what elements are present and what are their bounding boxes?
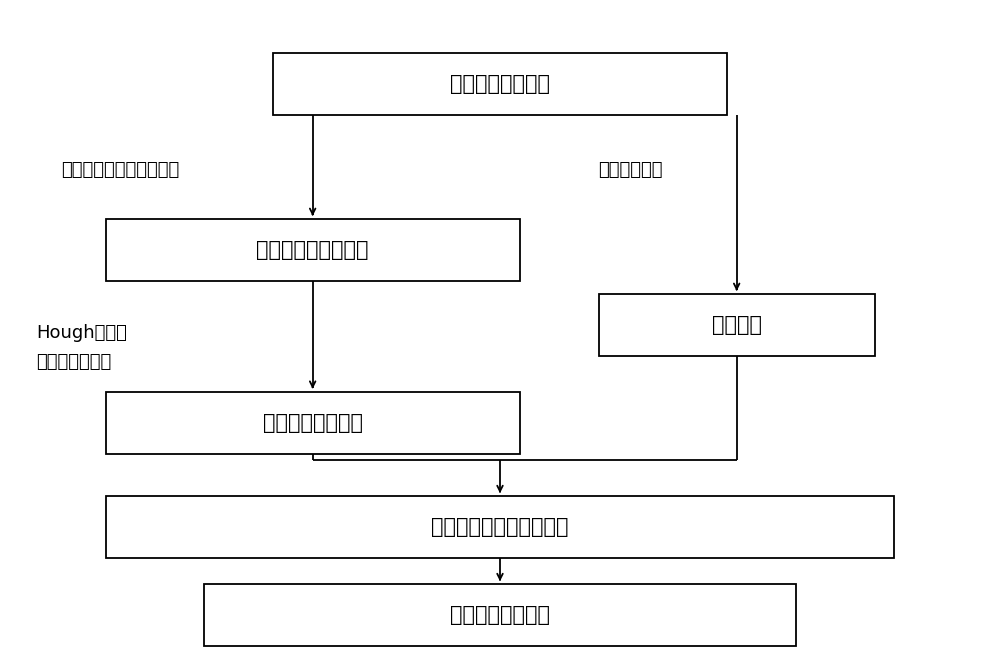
Bar — [273, 53, 727, 115]
Text: 坐标线的方程表示: 坐标线的方程表示 — [263, 413, 363, 433]
Text: 识别水线: 识别水线 — [712, 315, 762, 335]
Bar — [106, 219, 520, 281]
Text: 水线在索表面的分布位置: 水线在索表面的分布位置 — [431, 517, 569, 537]
Text: 最小二乘法拟合: 最小二乘法拟合 — [37, 354, 112, 372]
Text: 颜色差异比较: 颜色差异比较 — [599, 161, 663, 179]
Text: 坐标网格系统二值图: 坐标网格系统二值图 — [256, 240, 369, 260]
Bar — [106, 496, 894, 558]
Text: 灰度修正与灰度阈值方法: 灰度修正与灰度阈值方法 — [61, 161, 179, 179]
Bar — [106, 392, 520, 454]
Bar — [204, 584, 796, 646]
Text: 水线形态演化过程: 水线形态演化过程 — [450, 605, 550, 625]
Text: Hough变换与: Hough变换与 — [37, 324, 127, 342]
Text: 水线运动原始图片: 水线运动原始图片 — [450, 73, 550, 93]
Bar — [599, 294, 875, 356]
